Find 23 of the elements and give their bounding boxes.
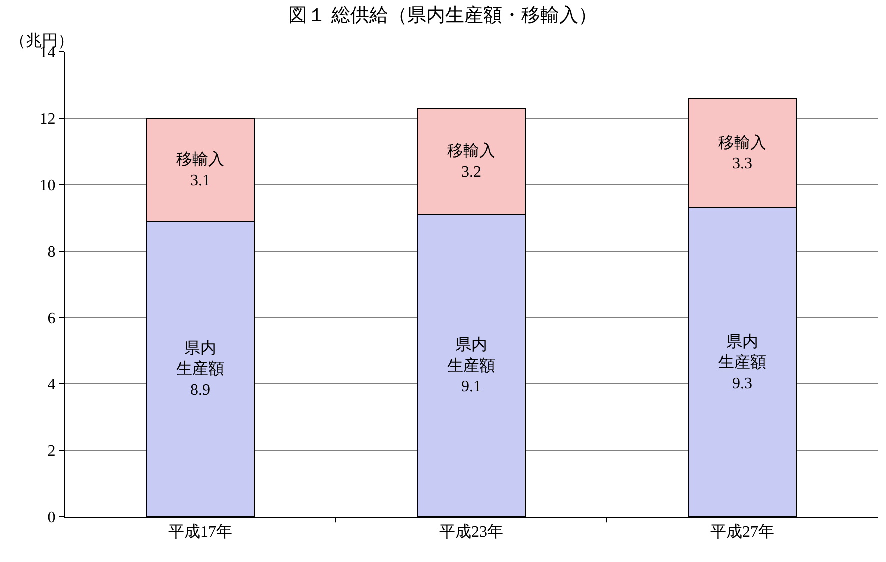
data-label: 8.9 — [190, 382, 210, 399]
y-tick-label: 4 — [48, 376, 56, 394]
x-tick-label: 平成27年 — [710, 523, 774, 542]
y-tick-label: 10 — [40, 177, 56, 194]
data-label: 3.1 — [190, 172, 210, 190]
data-label: 9.1 — [462, 378, 482, 396]
series-label: 移輸入 — [176, 150, 224, 169]
text: 県内生産額 — [448, 337, 496, 375]
y-tick-label: 0 — [48, 510, 56, 527]
y-tick-label: 2 — [48, 443, 56, 460]
chart-title: 図１ 総供給（県内生産額・移輸入） — [288, 4, 598, 27]
x-tick-label: 平成23年 — [440, 523, 504, 542]
x-tick-label: 平成17年 — [168, 523, 232, 542]
text: 移輸入 — [448, 143, 496, 160]
y-tick-label: 8 — [48, 244, 56, 261]
series-label: 県内生産額 — [176, 339, 224, 378]
data-label: 9.3 — [732, 375, 752, 392]
data-label: 3.3 — [732, 156, 752, 173]
text: 移輸入 — [718, 134, 766, 152]
y-tick-label: 6 — [48, 310, 56, 328]
y-tick-label: 12 — [40, 111, 56, 128]
data-label: 3.2 — [462, 164, 482, 182]
text: 県内生産額 — [718, 334, 766, 372]
